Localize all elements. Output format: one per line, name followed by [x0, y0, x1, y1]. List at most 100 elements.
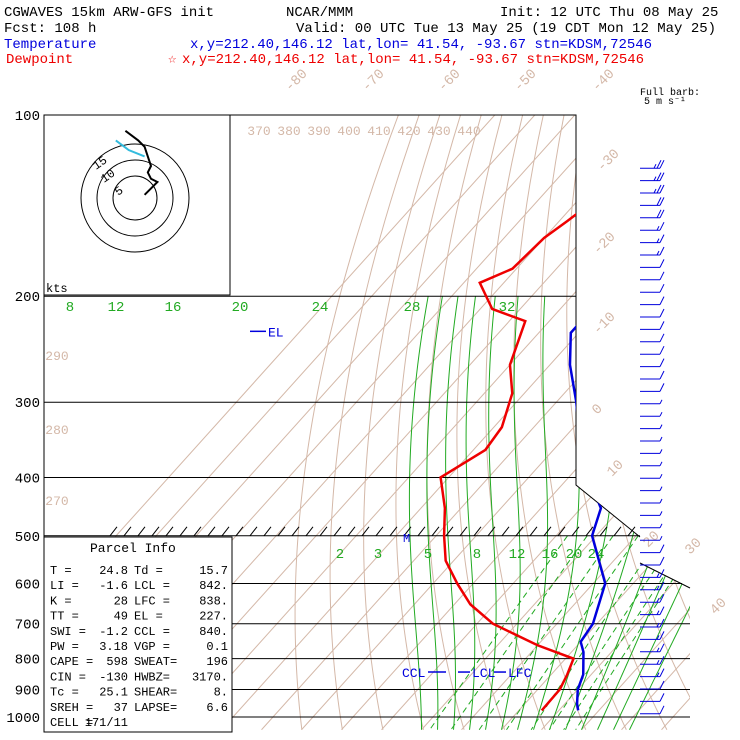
wind-barb-half-flag: [656, 647, 660, 653]
wind-barb-half-flag: [656, 597, 660, 603]
parcel-field-value: -130: [99, 670, 128, 684]
hodograph-ring: [96, 159, 174, 237]
moist-adiabat-line: [501, 296, 521, 730]
moist-adiabat-line: [597, 296, 690, 730]
moist-adiabat-line: [565, 296, 661, 730]
temperature-legend: Temperature: [4, 37, 96, 53]
ccl-label: CCL: [402, 666, 425, 681]
isotherm-label: -20: [590, 229, 619, 258]
isotherm-line: [261, 115, 690, 730]
barb-legend-units: 5 m s⁻¹: [644, 97, 686, 108]
theta-label: 380: [277, 124, 300, 139]
hatch-mark: [571, 526, 580, 537]
mixing-ratio-label: 2: [336, 547, 344, 563]
wind-barb-flag: [659, 668, 665, 677]
parcel-field-value: -1.2: [99, 625, 128, 639]
mixing-ratio-label: 24: [588, 547, 605, 563]
parcel-field-value: 3170.: [192, 670, 228, 684]
parcel-field-label: CIN =: [50, 670, 86, 684]
parcel-field-label: PW =: [50, 640, 79, 654]
mixing-ratio-line: [548, 535, 678, 730]
wind-barb-half-flag: [653, 163, 657, 169]
isotherm-line: [44, 115, 496, 730]
parcel-info-title: Parcel Info: [90, 541, 176, 556]
dry-adiabat-line: [685, 115, 690, 730]
hatch-mark: [501, 526, 510, 537]
hodograph-ring-label: 10: [98, 167, 118, 187]
isotherm-line: [341, 115, 690, 730]
wind-barb-flag: [659, 283, 665, 293]
parcel-field-value: 840.: [199, 625, 228, 639]
hatch-mark: [277, 526, 286, 537]
mixing-ratio-label: 16: [542, 547, 559, 563]
parcel-field-value: 0.1: [206, 640, 228, 654]
pressure-tick-label: 500: [15, 530, 40, 546]
wind-barb-flag: [659, 321, 665, 330]
mixing-ratio-line: [575, 535, 690, 730]
wind-barb-flag: [659, 581, 665, 591]
hatch-mark: [123, 526, 132, 537]
parcel-field-label: Tc =: [50, 686, 79, 700]
hatch-mark: [445, 526, 454, 537]
wind-barb-flag: [659, 693, 665, 702]
hatch-mark: [627, 526, 636, 537]
isotherm-line: [181, 115, 690, 730]
hatch-mark: [375, 526, 384, 537]
hatch-mark: [193, 526, 202, 537]
hatch-mark: [417, 526, 426, 537]
wind-barb-flag: [659, 544, 665, 553]
dry-adiabat-line: [426, 115, 482, 730]
wind-barb-half-flag: [656, 225, 660, 231]
parcel-field-value: 6.6: [206, 701, 228, 715]
mixing-ratio-label: 24: [312, 300, 329, 316]
wind-barb-flag: [656, 159, 662, 169]
mixing-ratio-label: 28: [404, 300, 421, 316]
dry-adiabat-line: [640, 115, 690, 730]
isotherm-line: [702, 115, 740, 730]
moist-adiabat-line: [426, 296, 443, 730]
wind-barb-flag: [659, 197, 665, 206]
hatch-mark: [543, 526, 552, 537]
parcel-field-label: LAPSE=: [134, 701, 177, 715]
header: CGWAVES 15km ARW-GFS init NCAR/MMM Init:…: [4, 5, 718, 108]
wind-barb-half-flag: [659, 424, 663, 429]
hodograph-ring: [112, 175, 158, 221]
wind-barb-half-flag: [656, 585, 660, 591]
theta-label: 270: [45, 494, 68, 509]
m-label: M: [403, 532, 410, 546]
wind-barb-half-flag: [659, 449, 663, 454]
theta-label: 390: [307, 124, 330, 139]
hatch-mark: [165, 526, 174, 537]
dry-adiabat-line: [329, 115, 420, 730]
mixing-ratio-line: [429, 535, 568, 730]
dewpoint-legend: Dewpoint: [6, 52, 73, 68]
hatch-mark: [137, 526, 146, 537]
wind-barb-half-flag: [659, 473, 663, 479]
hatch-mark: [431, 526, 440, 537]
pressure-tick-label: 600: [15, 577, 40, 593]
isotherm-line: [541, 115, 690, 730]
isotherm-line: [501, 115, 690, 730]
wind-barb-half-flag: [656, 573, 660, 578]
parcel-field-value: 838.: [199, 594, 228, 608]
isotherm-label: -10: [590, 309, 619, 338]
mixing-ratio-line: [506, 535, 639, 730]
isotherm-line: [621, 115, 690, 730]
parcel-field-label: HWBZ=: [134, 670, 170, 684]
hodograph-ring-label: 15: [90, 154, 110, 174]
theta-label: 370: [247, 124, 270, 139]
parcel-field-label: EL =: [134, 610, 163, 624]
wind-barb-flag: [659, 383, 665, 392]
mixing-ratio-label: 12: [509, 547, 526, 563]
wind-barb-flag: [659, 643, 665, 653]
hodograph-ring: [80, 143, 190, 253]
isotherm-label: 10: [604, 457, 627, 480]
mixing-ratio-label: 3: [374, 547, 382, 563]
hodograph-units: kts: [46, 282, 68, 296]
isotherm-label: -40: [589, 66, 618, 95]
model-title: CGWAVES 15km ARW-GFS init: [4, 5, 214, 21]
wind-barb-half-flag: [656, 622, 660, 628]
parcel-field-value: 28: [114, 594, 128, 608]
hatch-mark: [333, 526, 342, 537]
